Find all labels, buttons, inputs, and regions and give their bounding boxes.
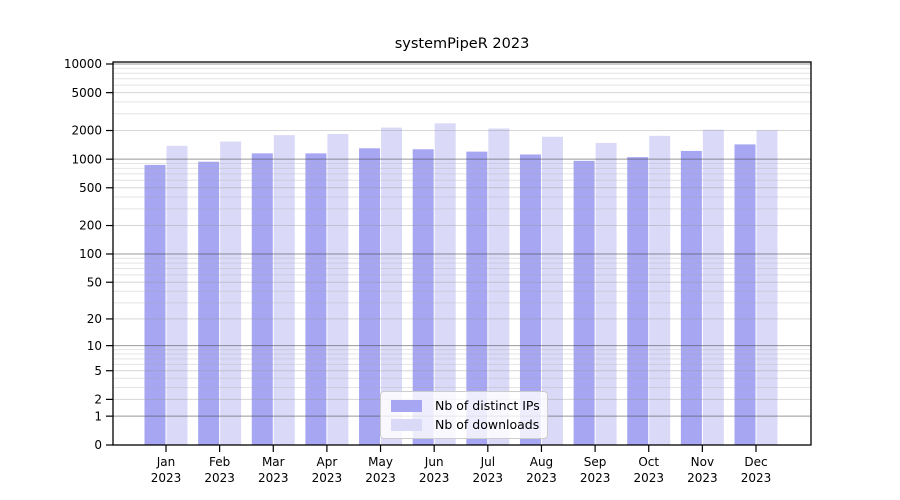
x-tick-label-year: 2023 bbox=[419, 471, 450, 485]
y-tick-label: 2 bbox=[94, 393, 102, 407]
x-tick-label-year: 2023 bbox=[204, 471, 235, 485]
bar-downloads-nov bbox=[702, 129, 724, 445]
legend: Nb of distinct IPs Nb of downloads bbox=[380, 391, 548, 439]
x-tick-label-year: 2023 bbox=[741, 471, 772, 485]
x-tick-label-year: 2023 bbox=[258, 471, 289, 485]
y-tick-label: 5000 bbox=[71, 86, 102, 100]
bar-distinct-ips-apr bbox=[305, 153, 327, 446]
x-tick-label-year: 2023 bbox=[365, 471, 396, 485]
bar-distinct-ips-jul bbox=[466, 151, 488, 445]
bar-downloads-oct bbox=[649, 135, 671, 445]
bar-downloads-may bbox=[381, 127, 403, 446]
y-tick-label: 10 bbox=[87, 339, 102, 353]
legend-item-downloads: Nb of downloads bbox=[391, 417, 539, 432]
x-tick-label-year: 2023 bbox=[633, 471, 664, 485]
y-tick-label: 2000 bbox=[71, 124, 102, 138]
bar-downloads-mar bbox=[273, 135, 295, 446]
bar-downloads-dec bbox=[756, 130, 778, 445]
y-tick-label: 1 bbox=[94, 409, 102, 423]
bar-distinct-ips-jan bbox=[144, 164, 166, 445]
x-tick-label-month: Aug bbox=[530, 455, 553, 469]
x-tick-label-month: Apr bbox=[317, 455, 338, 469]
bar-downloads-apr bbox=[327, 133, 349, 446]
x-tick-label-month: Jan bbox=[156, 455, 176, 469]
x-tick-label-month: Dec bbox=[744, 455, 767, 469]
y-tick-label: 20 bbox=[87, 312, 102, 326]
bar-distinct-ips-mar bbox=[251, 153, 273, 446]
y-tick-label: 1000 bbox=[71, 152, 102, 166]
bar-downloads-sep bbox=[595, 142, 617, 445]
y-tick-label: 500 bbox=[79, 181, 102, 195]
bar-downloads-aug bbox=[541, 136, 563, 445]
legend-swatch-downloads bbox=[391, 418, 422, 431]
x-tick-label-month: Feb bbox=[209, 455, 230, 469]
x-tick-label-year: 2023 bbox=[687, 471, 718, 485]
bar-distinct-ips-aug bbox=[519, 154, 541, 445]
x-tick-label-year: 2023 bbox=[526, 471, 557, 485]
x-tick-label-month: Mar bbox=[262, 455, 285, 469]
bar-downloads-jul bbox=[488, 128, 510, 445]
y-tick-label: 10000 bbox=[64, 57, 102, 71]
bar-distinct-ips-dec bbox=[734, 144, 756, 445]
y-tick-label: 50 bbox=[87, 275, 102, 289]
x-tick-label-month: Oct bbox=[638, 455, 659, 469]
y-tick-label: 100 bbox=[79, 247, 102, 261]
bar-distinct-ips-oct bbox=[627, 157, 649, 445]
bar-downloads-jun bbox=[434, 123, 456, 445]
chart-title: systemPipeR 2023 bbox=[394, 36, 530, 52]
y-tick-label: 200 bbox=[79, 219, 102, 233]
legend-label-downloads: Nb of downloads bbox=[435, 417, 540, 432]
y-tick-label: 5 bbox=[94, 364, 102, 378]
bar-distinct-ips-nov bbox=[680, 150, 702, 445]
legend-label-distinct-ips: Nb of distinct IPs bbox=[435, 398, 540, 413]
bar-distinct-ips-jun bbox=[412, 149, 434, 445]
x-tick-label-year: 2023 bbox=[580, 471, 611, 485]
bar-distinct-ips-sep bbox=[573, 160, 595, 445]
bar-distinct-ips-feb bbox=[198, 161, 220, 445]
x-tick-label-year: 2023 bbox=[151, 471, 182, 485]
bar-downloads-jan bbox=[166, 145, 188, 445]
x-tick-label-month: Sep bbox=[584, 455, 607, 469]
x-tick-label-month: Jun bbox=[424, 455, 444, 469]
x-tick-label-year: 2023 bbox=[312, 471, 343, 485]
bar-downloads-feb bbox=[220, 141, 242, 445]
y-tick-label: 0 bbox=[94, 438, 102, 452]
legend-swatch-distinct-ips bbox=[391, 399, 422, 412]
x-tick-label-month: Jul bbox=[480, 455, 495, 469]
legend-item-distinct-ips: Nb of distinct IPs bbox=[391, 398, 540, 413]
x-tick-label-year: 2023 bbox=[473, 471, 504, 485]
x-tick-label-month: Nov bbox=[691, 455, 714, 469]
x-tick-label-month: May bbox=[368, 455, 393, 469]
bar-distinct-ips-may bbox=[359, 148, 381, 445]
